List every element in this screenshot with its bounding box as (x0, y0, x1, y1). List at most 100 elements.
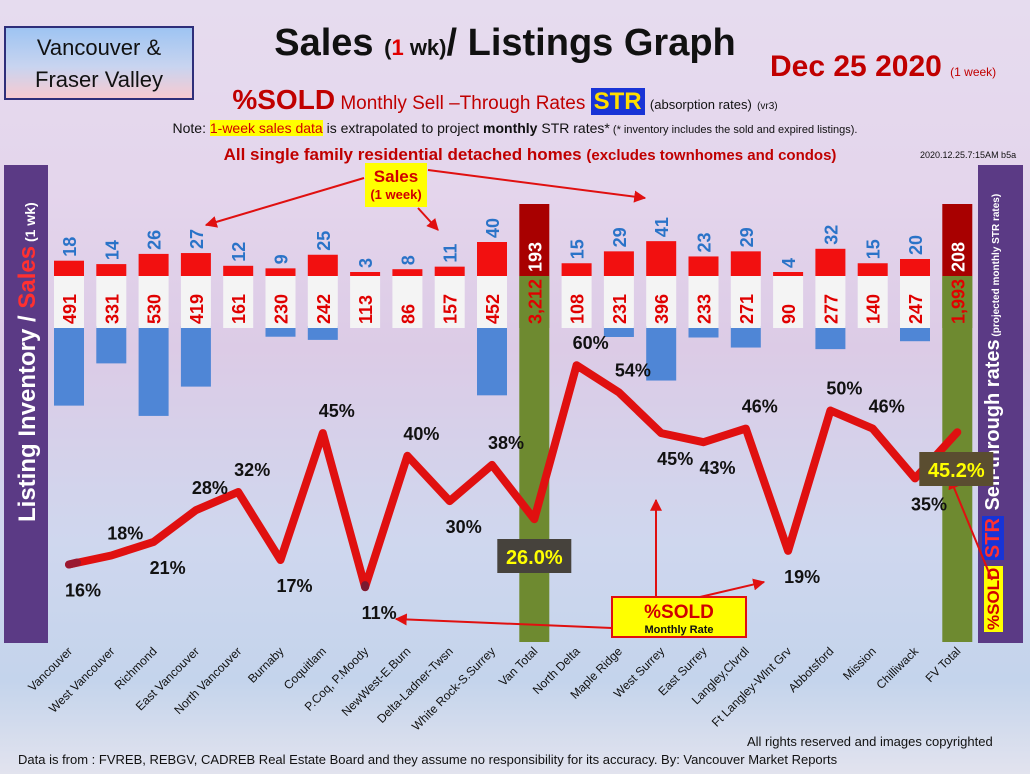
region-line-1: Vancouver & (36, 35, 162, 60)
inventory-label-box (223, 276, 254, 328)
sales-value-label: 29 (737, 227, 757, 247)
inventory-label-box (350, 276, 381, 328)
inventory-value-label: 530 (145, 294, 165, 324)
inventory-value-label: 277 (821, 294, 841, 324)
inventory-value-label: 90 (779, 304, 799, 324)
report-date: Dec 25 2020 (1 week) (770, 50, 997, 83)
sales-callout-box (365, 163, 427, 207)
str-heading: %SOLD Monthly Sell –Through Rates STR (a… (0, 84, 1010, 116)
inventory-label-box (477, 276, 507, 328)
str-value-label: 60% (573, 333, 609, 353)
title-main: Sales (274, 22, 374, 64)
sales-callout-arrow (204, 177, 365, 228)
inventory-label-box (392, 276, 423, 328)
str-value-label: 11% (362, 603, 397, 623)
sales-value-label: 193 (525, 242, 545, 272)
x-tick-label: Abbotsford (786, 644, 837, 695)
sales-value-label: 8 (398, 255, 418, 265)
sales-callout-line2: (1 week) (370, 187, 421, 202)
sales-value-label: 208 (948, 242, 968, 272)
inventory-value-label: 271 (737, 294, 757, 324)
sales-bar (265, 268, 296, 276)
str-value-label: 46% (869, 397, 905, 417)
inventory-bar (96, 326, 127, 364)
inventory-value-label: 161 (229, 294, 249, 324)
str-value-label: 45% (319, 401, 355, 421)
chart-title: Sales (1 wk)/ Listings Graph (0, 22, 1010, 65)
inventory-value-label: 242 (314, 294, 334, 324)
sales-callout-arrow (417, 207, 439, 231)
inventory-label-box (857, 276, 888, 328)
sold-callout-line2: Monthly Rate (644, 624, 713, 636)
sales-bar (138, 253, 169, 276)
inventory-label-box (561, 276, 592, 328)
sales-value-label: 15 (568, 239, 588, 259)
timestamp: 2020.12.25.7:15AM b5a (920, 150, 1017, 160)
sales-bar (180, 253, 211, 276)
str-value-label: 32% (234, 460, 270, 480)
inventory-label-box (434, 276, 465, 328)
inventory-value-label: 113 (356, 295, 376, 324)
copyright-note: All rights reserved and images copyright… (747, 734, 993, 749)
inventory-label-box (815, 276, 846, 328)
sales-bar (900, 259, 930, 276)
str-value-label: 28% (192, 478, 228, 498)
str-value-label: 21% (150, 558, 186, 578)
inventory-label-box (730, 276, 761, 328)
str-value-label: 40% (403, 424, 439, 444)
str-badge: STR (590, 88, 645, 115)
sales-bar (434, 266, 465, 276)
chart-subtitle: All single family residential detached h… (223, 145, 837, 164)
inventory-label-box (138, 276, 169, 328)
str-value-label: 43% (699, 458, 735, 478)
sold-callout-arrow (394, 613, 613, 629)
inventory-bar (54, 326, 84, 406)
sales-value-label: 11 (441, 244, 461, 263)
sales-value-label: 27 (187, 229, 207, 249)
left-axis-panel (4, 165, 48, 643)
sales-value-label: 4 (779, 258, 799, 268)
inventory-bar (646, 326, 677, 381)
inventory-value-label: 1,993 (948, 279, 968, 324)
sold-text: Monthly Sell –Through Rates (340, 93, 586, 114)
title-paren: (1 wk) (384, 35, 447, 60)
str-total-box (497, 539, 572, 573)
str-value-label: 50% (826, 379, 862, 399)
inventory-label-box (265, 276, 296, 328)
sales-value-label: 15 (864, 239, 884, 259)
inventory-bar (307, 326, 338, 340)
inventory-value-label: 452 (483, 294, 503, 324)
x-tick-label: Burnaby (245, 644, 287, 686)
inventory-label-box (646, 276, 677, 328)
sales-value-label: 12 (229, 242, 249, 262)
inventory-bar (138, 326, 169, 416)
str-line (65, 361, 962, 592)
inventory-value-label: 233 (695, 294, 715, 324)
inventory-bar (730, 326, 761, 348)
sales-value-label: 23 (695, 232, 715, 252)
sales-bar (561, 263, 592, 276)
sales-bar (688, 256, 719, 276)
inventory-bar (603, 326, 634, 337)
sales-bar (646, 241, 677, 276)
sales-callout-line1: Sales (374, 167, 418, 186)
str-value-label: 16% (65, 581, 101, 601)
inventory-bar (688, 326, 719, 338)
inventory-label-box (942, 276, 973, 328)
x-tick-label: FV Total (923, 644, 964, 685)
sales-value-label: 20 (906, 235, 926, 255)
x-tick-label: Delta-Ladner-Twsn (374, 644, 456, 726)
inventory-value-label: 247 (906, 294, 926, 324)
x-tick-label: Chilliwack (874, 644, 922, 692)
sales-bar (857, 263, 888, 276)
sales-value-label: 14 (102, 240, 122, 260)
sales-bar (307, 254, 338, 276)
sales-bar (223, 265, 254, 276)
data-source-note: Data is from : FVREB, REBGV, CADREB Real… (18, 752, 838, 767)
sold-callout-box (611, 596, 747, 638)
str-value-label: 30% (446, 517, 482, 537)
str-total-box (919, 452, 994, 486)
absorption-note: (absorption rates) (649, 97, 752, 112)
total-sales-bar (942, 204, 973, 276)
